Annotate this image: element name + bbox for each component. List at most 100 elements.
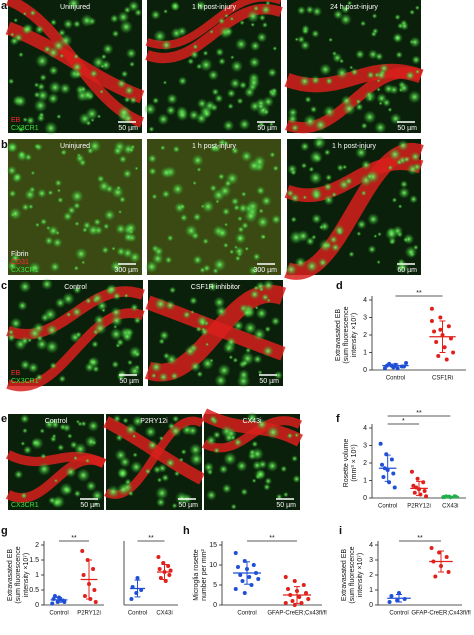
- data-point: [62, 600, 67, 604]
- cell: [111, 246, 116, 251]
- cell: [205, 434, 217, 446]
- cell: [29, 9, 37, 17]
- cell: [272, 46, 278, 51]
- micrograph: [6, 278, 145, 392]
- cell: [39, 218, 48, 226]
- cell: [323, 194, 335, 206]
- cell: [161, 473, 170, 482]
- data-point: [378, 441, 383, 446]
- data-point: [395, 366, 400, 371]
- y-tick-label: 2: [363, 332, 367, 339]
- cell: [373, 234, 378, 239]
- cell: [349, 65, 354, 70]
- image-title: P2RY12i: [140, 418, 168, 425]
- cell: [287, 113, 299, 125]
- cell: [209, 29, 214, 35]
- x-tick-label: CSF1Ri: [432, 376, 453, 382]
- data-point: [301, 583, 306, 587]
- cell: [153, 29, 167, 43]
- cell: [25, 115, 36, 126]
- cell: [201, 199, 215, 214]
- cell: [241, 359, 249, 367]
- cell: [7, 141, 19, 153]
- cell: [118, 154, 128, 164]
- cell: [85, 480, 97, 492]
- y-tick-label: 1: [35, 572, 39, 579]
- cell: [250, 22, 256, 28]
- cell: [224, 222, 229, 227]
- cell: [117, 467, 129, 480]
- cell: [17, 300, 28, 311]
- cell: [44, 235, 54, 246]
- data-point: [242, 559, 247, 563]
- cell: [103, 209, 116, 222]
- cell: [18, 280, 32, 293]
- cell: [338, 178, 350, 191]
- cell: [319, 63, 332, 76]
- cell: [256, 31, 268, 43]
- cell: [189, 361, 201, 373]
- cell: [19, 413, 30, 424]
- cell: [254, 305, 259, 310]
- data-point: [306, 597, 311, 601]
- cell: [308, 170, 323, 185]
- cell: [300, 162, 308, 169]
- cell: [85, 297, 92, 305]
- cell: [112, 291, 122, 301]
- cell: [21, 202, 30, 212]
- cell: [304, 96, 312, 104]
- y-tick-label: 0: [213, 602, 217, 609]
- cell: [348, 251, 355, 258]
- cell: [297, 35, 306, 44]
- cell: [59, 53, 65, 59]
- cell: [116, 185, 122, 191]
- cell: [241, 221, 249, 230]
- data-point: [286, 587, 290, 591]
- cell: [129, 460, 143, 474]
- cell: [234, 232, 247, 245]
- cell: [124, 423, 138, 436]
- cell: [410, 151, 421, 162]
- cell: [155, 486, 169, 500]
- cell: [33, 91, 41, 99]
- cell: [174, 491, 189, 505]
- cell: [323, 148, 331, 156]
- cell: [195, 0, 207, 12]
- y-axis-label: Extravasated EB: [335, 309, 342, 361]
- cell: [57, 28, 67, 37]
- cell: [101, 246, 110, 255]
- cell: [202, 50, 209, 57]
- cell: [56, 113, 62, 120]
- cell: [159, 330, 170, 341]
- data-point: [157, 567, 162, 571]
- cell: [395, 158, 403, 166]
- cell: [39, 428, 45, 434]
- cell: [35, 53, 50, 68]
- cell: [6, 165, 18, 176]
- cell: [89, 69, 99, 79]
- cell: [123, 231, 134, 243]
- data-point: [92, 588, 97, 592]
- data-point: [233, 587, 238, 591]
- cell: [237, 215, 243, 222]
- cell: [166, 93, 178, 105]
- cell: [158, 435, 164, 441]
- cell: [133, 316, 142, 325]
- cell: [156, 477, 163, 483]
- x-tick-label: P2RY12i: [77, 611, 101, 617]
- cell: [171, 182, 185, 196]
- cell: [389, 112, 402, 125]
- cell: [325, 173, 333, 182]
- cell: [19, 359, 31, 371]
- y-tick-label: 1: [363, 349, 367, 356]
- cell: [296, 5, 306, 16]
- cell: [298, 75, 311, 88]
- cell: [177, 76, 188, 86]
- cell: [260, 4, 272, 16]
- cell: [112, 145, 123, 157]
- cell: [192, 43, 199, 50]
- scale-bar-label: 50 µm: [80, 502, 100, 509]
- cell: [91, 340, 99, 348]
- cell: [290, 169, 297, 176]
- cell: [99, 89, 104, 94]
